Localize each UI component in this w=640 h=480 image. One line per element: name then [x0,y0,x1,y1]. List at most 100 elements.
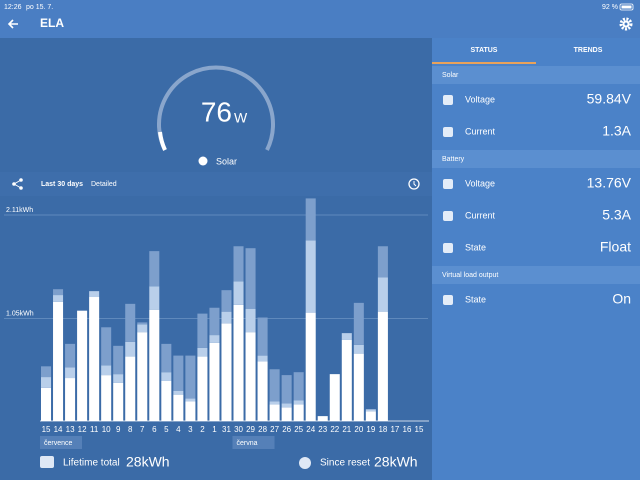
tab-trends[interactable]: TRENDS [574,47,603,54]
x-tick-label: 19 [366,425,375,434]
reset-label: Since reset [320,458,370,469]
status-date: po 15. 7. [26,4,53,11]
x-tick-label: 29 [246,425,255,434]
row-value: On [612,291,631,307]
bar-segment [281,375,292,404]
settings-button[interactable] [619,17,633,31]
section-header [432,66,640,84]
reset-icon [299,457,311,469]
battery-level [621,5,632,9]
x-tick-label: 25 [294,425,303,434]
bar-segment [137,322,148,325]
x-tick-label: 20 [354,425,363,434]
range-tab[interactable]: Last 30 days [41,181,83,188]
bar-segment [209,342,220,421]
section-header [432,150,640,168]
x-tick-label: 30 [234,425,243,434]
bar-segment [113,345,124,375]
tab-status[interactable]: STATUS [471,47,498,54]
bar-segment [221,323,232,421]
bar-segment [41,366,52,378]
bar-segment [53,301,64,421]
bar-segment [365,409,376,412]
x-tick-label: 27 [270,425,279,434]
gauge-track [157,65,275,151]
share-button[interactable] [12,178,23,190]
bar-segment [221,290,232,312]
bar-segment [173,355,184,391]
x-tick-label: 15 [42,425,51,434]
section-title: Solar [442,72,459,79]
bar-segment [137,332,148,421]
x-tick-label: 23 [318,425,327,434]
bar-segment [293,404,304,421]
status-battery: 92 % [602,4,618,11]
bar-segment [329,374,340,421]
mode-tab[interactable]: Detailed [91,181,117,188]
bar-segment [65,378,76,421]
x-tick-label: 17 [390,425,399,434]
x-tick-label: 6 [152,425,157,434]
lifetime-value: 28kWh [126,454,170,470]
x-group-label: července [44,440,73,447]
x-tick-label: 16 [403,425,412,434]
bar-segment [257,361,268,421]
bar-segment [209,307,220,336]
x-tick-label: 21 [342,425,351,434]
bar-segment [197,356,208,421]
row-value: Float [600,239,631,255]
row-label: Voltage [465,178,495,188]
bar-segment [161,343,172,373]
row-value: 5.3A [602,207,631,223]
gauge-unit: W [234,110,248,126]
history-button[interactable] [408,178,420,190]
bar-segment [293,400,304,405]
x-tick-label: 11 [90,425,99,434]
bar-segment [101,327,112,366]
row-value: 59.84V [587,91,632,107]
reset-value: 28kWh [374,454,418,470]
bar-segment [101,365,112,376]
bar-segment [53,289,64,296]
x-tick-label: 26 [282,425,291,434]
bar-segment [293,372,304,401]
bar-segment [41,377,52,388]
x-tick-label: 10 [102,425,111,434]
section-title: Virtual load output [442,272,498,279]
bar-segment [209,335,220,343]
y-tick-label: 1.05kWh [6,310,34,317]
bar-segment [305,198,316,241]
bar-segment [353,344,364,354]
bar-segment [53,295,64,302]
x-tick-label: 15 [415,425,424,434]
x-tick-label: 14 [54,425,63,434]
x-tick-label: 31 [222,425,231,434]
y-tick-label: 2.11kWh [6,207,33,214]
x-tick-label: 22 [330,425,339,434]
bar-segment [305,240,316,313]
row-icon [443,243,453,253]
bar-segment [149,286,160,310]
bar-segment [137,324,148,333]
status-time: 12:26 [4,4,22,11]
x-group-label: června [237,440,258,447]
x-tick-label: 12 [78,425,87,434]
bar-segment [245,308,256,333]
x-tick-label: 18 [378,425,387,434]
x-tick-label: 3 [188,425,193,434]
bar-segment [353,302,364,345]
bar-segment [161,372,172,381]
row-icon [443,295,453,305]
bar-segment [149,309,160,421]
gauge-fill [158,131,167,151]
row-label: State [465,294,486,304]
chart-toolbar [0,172,432,196]
bar-segment [149,251,160,287]
battery-icon [619,3,634,11]
back-button[interactable] [7,19,18,29]
gauge-label: Solar [216,156,237,166]
bar-segment [365,411,376,421]
bar-segment [173,390,184,395]
bar-segment [113,382,124,421]
